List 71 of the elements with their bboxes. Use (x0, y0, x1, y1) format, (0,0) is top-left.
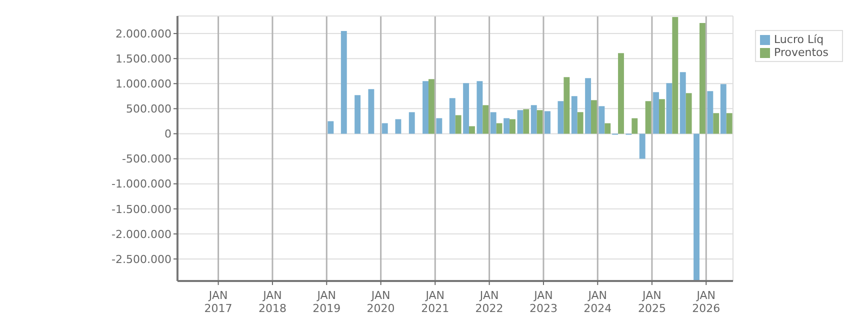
bar (571, 96, 578, 134)
bar (504, 118, 510, 134)
bar (598, 106, 605, 134)
bar (686, 93, 692, 134)
bar (577, 112, 584, 134)
bar (368, 89, 374, 134)
bar (604, 123, 611, 134)
bar (558, 101, 564, 134)
y-tick-label: 1.000.000 (116, 78, 172, 91)
bar (510, 119, 516, 134)
bar (463, 83, 470, 134)
bar (496, 123, 502, 134)
x-tick-label: JAN 2026 (692, 289, 720, 313)
x-tick-label: JAN 2021 (421, 289, 450, 313)
bar (726, 113, 732, 134)
bar (408, 112, 415, 134)
bar (707, 91, 714, 134)
bar (658, 99, 665, 134)
bar (449, 98, 456, 134)
y-tick-label: -2.000.000 (112, 228, 172, 241)
x-tick-label: JAN 2023 (529, 289, 558, 313)
x-tick-label: JAN 2019 (312, 289, 341, 313)
x-tick-label: JAN 2018 (258, 289, 286, 313)
x-tick-label: JAN 2024 (584, 289, 612, 313)
bar (694, 134, 700, 280)
bar (340, 31, 347, 134)
x-tick-label: JAN 2025 (638, 289, 666, 313)
bar (455, 115, 462, 134)
y-tick-label: -2.500.000 (112, 252, 172, 266)
legend-label: Lucro Líq (774, 33, 824, 46)
y-tick-label: 2.000.000 (116, 27, 172, 40)
y-tick-label: 0 (164, 128, 172, 141)
x-tick-label: JAN 2022 (475, 289, 504, 313)
x-tick-label: JAN 2020 (366, 289, 395, 313)
bar (700, 23, 706, 134)
bar (713, 113, 720, 134)
bar (666, 83, 672, 134)
bar (653, 92, 659, 134)
bar (422, 81, 428, 134)
bar (639, 134, 646, 159)
bar (523, 109, 530, 134)
bar (645, 101, 652, 134)
y-tick-label: 1.500.000 (116, 52, 172, 66)
y-tick-label: -1.000.000 (112, 178, 172, 191)
bar (585, 78, 592, 134)
bar (382, 123, 388, 134)
bar (428, 79, 434, 134)
bar (476, 81, 483, 134)
bar (490, 112, 496, 134)
bar (591, 100, 597, 134)
legend-label: Proventos (774, 46, 828, 59)
bar (395, 119, 402, 134)
x-tick-label: JAN 2017 (204, 289, 232, 313)
bar (564, 77, 570, 134)
bar (469, 126, 475, 134)
bar (618, 53, 624, 134)
y-tick-label: -500.000 (122, 152, 172, 166)
y-tick-label: 500.000 (126, 102, 172, 116)
bar (544, 111, 550, 134)
bar (530, 105, 537, 134)
bar (680, 72, 686, 134)
bar (328, 121, 334, 134)
bar (632, 118, 638, 134)
bar (536, 110, 543, 134)
bar (354, 95, 361, 134)
bar (517, 110, 524, 134)
y-tick-label: -1.500.000 (112, 202, 172, 216)
bar (436, 118, 442, 134)
bar (672, 17, 678, 134)
bar (482, 105, 489, 134)
bar (720, 84, 726, 134)
